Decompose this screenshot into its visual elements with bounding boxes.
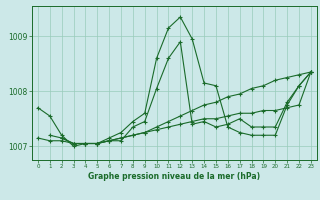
X-axis label: Graphe pression niveau de la mer (hPa): Graphe pression niveau de la mer (hPa) <box>88 172 260 181</box>
